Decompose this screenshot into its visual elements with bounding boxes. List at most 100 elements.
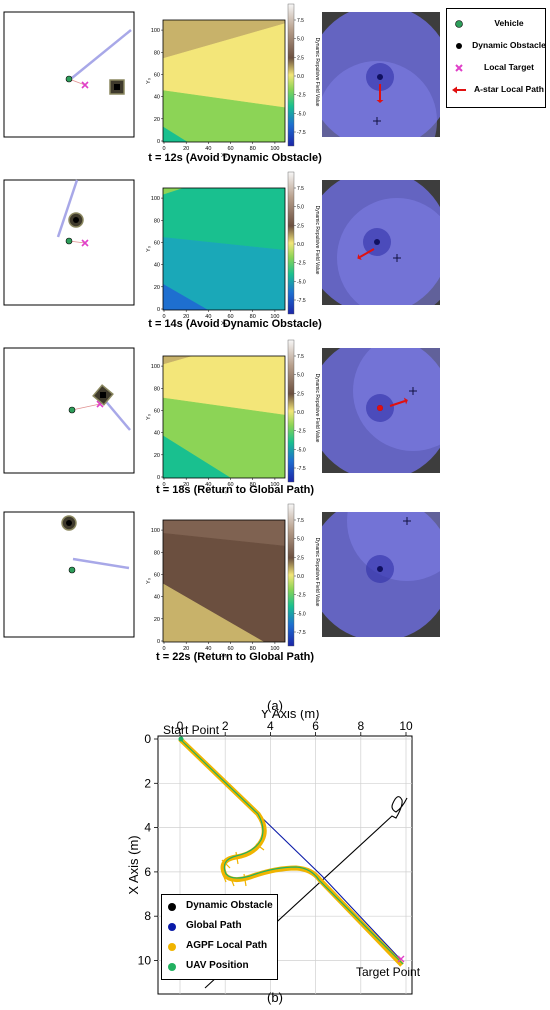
x-tick-label: 80 [250, 646, 256, 652]
legend-item-vehicle: Vehicle [447, 17, 547, 31]
scene-view [3, 511, 135, 638]
y-tick-label: 100 [151, 364, 160, 370]
sensor-view [322, 12, 440, 137]
colorbar-tick-label: 0.0 [297, 74, 304, 80]
panel-caption: t = 22s (Return to Global Path) [156, 651, 314, 663]
y-tick-label: 10 [138, 954, 152, 968]
y-tick-label: 4 [144, 821, 151, 835]
sensor-view [322, 348, 440, 473]
x-tick-label: 60 [227, 482, 233, 488]
y-tick-label: 0 [157, 307, 160, 313]
colorbar-tick-label: -7.5 [297, 130, 306, 136]
x-tick-label: 6 [312, 719, 319, 733]
x-tick-label: 40 [205, 482, 211, 488]
legend-a: Vehicle Dynamic Obstacle Local Target A-… [446, 8, 546, 108]
colorbar-tick-label: -7.5 [297, 466, 306, 472]
y-tick-label: 8 [144, 909, 151, 923]
colorbar-tick-label: 7.5 [297, 518, 304, 524]
target-point-label: Target Point [356, 965, 421, 979]
x-tick-label: 60 [227, 314, 233, 320]
colorbar-tick-label: 5.0 [297, 373, 304, 379]
x-tick-label: 0 [162, 646, 165, 652]
heatmap-y-label: Y₀ [146, 246, 152, 252]
colorbar-tick-label: 2.5 [297, 55, 304, 61]
sensor-view [322, 512, 440, 637]
panel-caption: t = 18s (Return to Global Path) [156, 484, 314, 496]
colorbar-tick-label: -5.0 [297, 111, 306, 117]
legend-label: Vehicle [494, 18, 524, 28]
heatmap-x-label: X₀ [221, 489, 227, 495]
colorbar-tick-label: 0.0 [297, 574, 304, 580]
y-tick-label: 20 [154, 453, 160, 459]
y-tick-label: 80 [154, 218, 160, 224]
sensor-ray [102, 397, 131, 431]
start-point-label: Start Point [163, 723, 220, 737]
y-tick-label: 60 [154, 72, 160, 78]
x-tick-label: 20 [183, 314, 189, 320]
legend-item-target: Local Target [447, 61, 547, 75]
colorbar [287, 3, 295, 147]
sensor-ray [56, 179, 79, 238]
y-tick-label: 60 [154, 408, 160, 414]
colorbar-label: Dynamic Repulsive Field Value [314, 206, 320, 275]
x-tick-label: 8 [357, 719, 364, 733]
colorbar-tick-label: -2.5 [297, 93, 306, 99]
uav-position-path [179, 738, 404, 965]
colorbar [287, 171, 295, 315]
astar-arrow-icon [389, 400, 406, 407]
legend-item-astar: A-star Local Path [447, 83, 547, 97]
colorbar [287, 339, 295, 483]
colorbar-tick-label: -7.5 [297, 630, 306, 636]
colorbar-tick-label: -2.5 [297, 593, 306, 599]
y-tick-label: 20 [154, 617, 160, 623]
sensor-ray [71, 29, 132, 79]
x-tick-label: 100 [270, 314, 279, 320]
panels-svg: 0 20 40 60 80 100 0 20 40 60 80 100 X₀ Y₀ 7.5 5.0 2.5 0.0… [3, 3, 440, 659]
heatmap-x-label: X₀ [221, 653, 227, 659]
x-tick-label: 60 [227, 146, 233, 152]
x-tick-label: 4 [267, 719, 274, 733]
vehicle-marker-icon [68, 566, 76, 574]
x-tick-label: 40 [205, 146, 211, 152]
colorbar-tick-label: -7.5 [297, 298, 306, 304]
x-tick-label: 0 [162, 146, 165, 152]
colorbar-tick-label: 0.0 [297, 242, 304, 248]
dynamic-obstacle-path [204, 796, 408, 989]
x-tick-label: 0 [177, 719, 184, 733]
target-cross-icon [81, 81, 89, 89]
dot-icon [168, 943, 176, 951]
colorbar-tick-label: 5.0 [297, 205, 304, 211]
x-tick-label: 40 [205, 314, 211, 320]
y-tick-label: 6 [144, 865, 151, 879]
y-tick-label: 100 [151, 528, 160, 534]
y-tick-label: 20 [154, 285, 160, 291]
x-tick-label: 100 [270, 146, 279, 152]
legend-label: Dynamic Obstacle [472, 40, 546, 50]
trajectory-plot: Y Axis (m) 0 2 4 6 8 10 0 2 4 6 8 10 X Axis (m) Sta… [126, 710, 421, 995]
x-tick-label: 80 [250, 146, 256, 152]
dot-icon [168, 963, 176, 971]
y-tick-label: 100 [151, 196, 160, 202]
colorbar-tick-label: -5.0 [297, 279, 306, 285]
start-point-marker-icon [178, 736, 184, 742]
y-axis-title: X Axis (m) [126, 835, 141, 894]
sensor-view [322, 180, 440, 305]
x-tick-label: 60 [227, 646, 233, 652]
dot-icon [168, 923, 176, 931]
colorbar-tick-label: 7.5 [297, 354, 304, 360]
arrow-left-icon [452, 86, 466, 94]
x-tick-label: 100 [270, 482, 279, 488]
legend-b: Dynamic Obstacle Global Path AGPF Local … [161, 894, 278, 980]
colorbar [287, 503, 295, 647]
colorbar-label: Dynamic Repulsive Field Value [314, 38, 320, 107]
panel-row: 0 20 40 60 80 100 0 20 40 60 80 100 X₀ Y₀ 7.5 5.0 2.5 0.0… [3, 3, 440, 159]
repulsive-field-heatmap [163, 520, 285, 642]
x-tick-label: 20 [183, 146, 189, 152]
target-cross-icon [455, 64, 463, 72]
x-tick-label: 0 [162, 482, 165, 488]
panel-row: 0 20 40 60 80 100 0 20 40 60 80 100 X₀ Y₀ 7.5 5.0 2.5 0.0… [3, 171, 440, 327]
colorbar-tick-label: -2.5 [297, 261, 306, 267]
astar-arrow-icon [359, 248, 375, 258]
ticks: 0 2 4 6 8 10 0 2 4 6 8 10 [138, 719, 413, 968]
legend-label: Local Target [484, 62, 534, 72]
